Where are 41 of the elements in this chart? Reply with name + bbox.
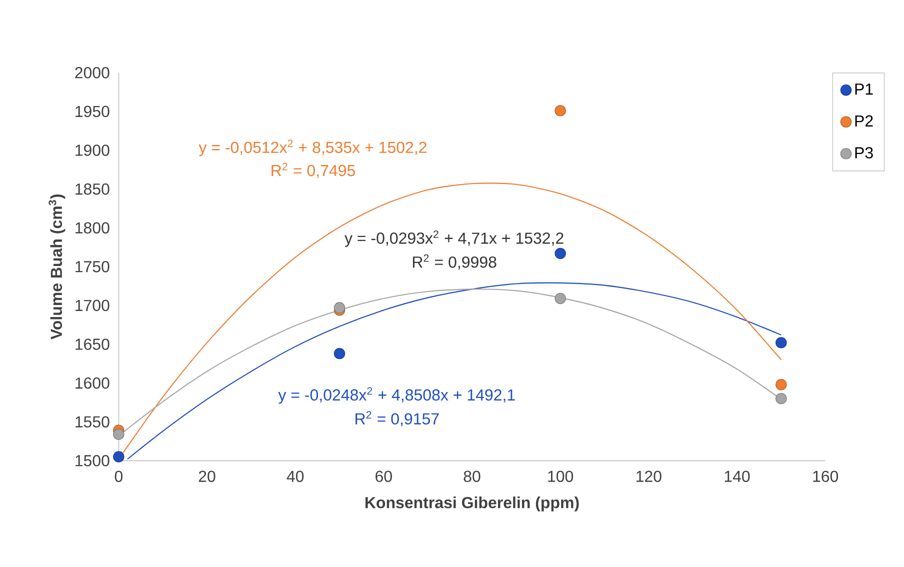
y-tick-label: 1950	[76, 106, 110, 118]
y-tick-label: 1800	[76, 222, 110, 234]
point	[554, 105, 566, 116]
point	[113, 451, 124, 463]
annotation: y = -0,0248x$^{2}$ + 4,8508x + 1492,1	[278, 387, 515, 404]
point	[554, 248, 566, 260]
y-tick-label: 1850	[76, 184, 110, 195]
y-tick-label: 2000	[75, 67, 110, 78]
point	[776, 379, 787, 390]
x-tick-label: 120	[636, 470, 662, 482]
legend-label: P2	[855, 115, 873, 127]
x-tick-label: 40	[286, 470, 304, 482]
y-tick-label: 1700	[76, 300, 110, 312]
point	[113, 428, 124, 440]
y-axis-title: Volume Buah (cm$^{3}$)	[48, 194, 66, 340]
x-axis-title: Konsentrasi Giberelin (ppm)	[366, 496, 579, 512]
legend-label: P3	[855, 147, 873, 159]
point	[776, 337, 787, 348]
point	[334, 348, 346, 360]
y-tick-label: 1900	[76, 144, 110, 156]
x-tick-label: 60	[376, 470, 392, 482]
x-tick-label: 160	[813, 470, 838, 482]
x-tick-label: 100	[548, 470, 574, 482]
x-tick-label: 140	[724, 470, 750, 482]
y-tick-label: 1650	[76, 338, 110, 350]
y-tick-label: 1750	[76, 261, 110, 272]
annotation: y = -0,0293x$^{2}$ + 4,71x + 1532,2	[344, 230, 564, 248]
y-tick-label: 1500	[76, 455, 110, 466]
legend-label: P1	[855, 84, 873, 95]
annotation: y = -0,0512x$^{2}$ + 8,535x + 1502,2	[198, 140, 426, 156]
y-tick-label: 1600	[76, 378, 110, 389]
x-tick-label: 80	[464, 470, 480, 482]
x-tick-label: 20	[198, 470, 216, 482]
y-tick-label: 1550	[76, 416, 110, 428]
annotation: R$^{2}$ = 0,9998	[412, 254, 496, 270]
point	[776, 393, 787, 404]
annotation: R$^{2}$ = 0,7495	[272, 162, 355, 178]
x-tick-label: 0	[114, 470, 122, 482]
point	[334, 302, 346, 314]
annotation: R$^{2}$ = 0,9157	[356, 411, 439, 427]
point	[554, 293, 566, 304]
